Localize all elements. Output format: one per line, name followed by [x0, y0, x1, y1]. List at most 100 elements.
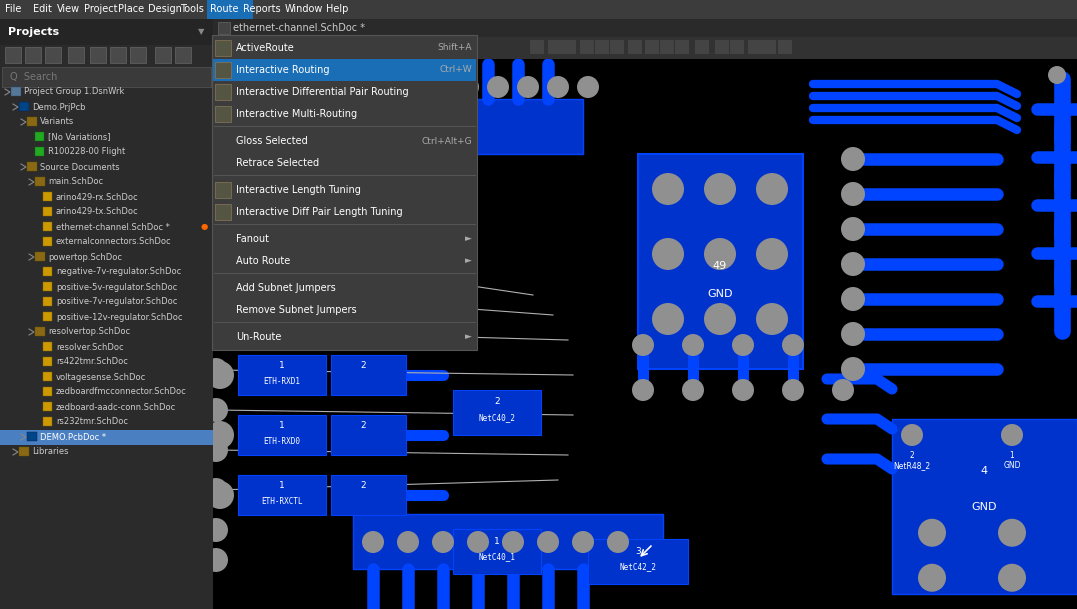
Circle shape: [206, 234, 234, 262]
Circle shape: [841, 252, 865, 276]
Bar: [353, 99, 583, 154]
Text: Window: Window: [285, 4, 323, 14]
Bar: [0, 45, 213, 67]
Bar: [453, 529, 541, 574]
Text: NetC42_2: NetC42_2: [619, 563, 657, 571]
Text: 1: 1: [279, 361, 285, 370]
Bar: [331, 228, 406, 268]
Circle shape: [998, 519, 1026, 547]
Text: resolver.SchDoc: resolver.SchDoc: [56, 342, 124, 351]
Bar: [19, 447, 29, 456]
Circle shape: [841, 217, 865, 241]
Circle shape: [607, 531, 629, 553]
Text: Remove Subnet Jumpers: Remove Subnet Jumpers: [236, 305, 356, 315]
Bar: [90, 47, 106, 63]
Circle shape: [547, 76, 569, 98]
Text: Demo.PrjPcb: Demo.PrjPcb: [32, 102, 85, 111]
Bar: [68, 47, 84, 63]
Bar: [215, 40, 230, 56]
Bar: [610, 40, 624, 54]
Text: NetC40_2: NetC40_2: [478, 414, 516, 423]
Bar: [0, 430, 213, 445]
Text: 2: 2: [494, 398, 500, 406]
Bar: [675, 40, 689, 54]
Circle shape: [204, 318, 228, 342]
Text: DEMO.PcbDoc *: DEMO.PcbDoc *: [40, 432, 107, 442]
Text: 2
NetR48_2: 2 NetR48_2: [894, 451, 931, 470]
Text: Fanout: Fanout: [236, 234, 269, 244]
Circle shape: [204, 438, 228, 462]
Bar: [213, 59, 1077, 609]
Text: NetC40_1: NetC40_1: [478, 552, 516, 561]
Circle shape: [652, 303, 684, 335]
Text: Route: Route: [210, 4, 238, 14]
Circle shape: [487, 76, 509, 98]
Bar: [0, 0, 1077, 19]
Text: rs422tmr.SchDoc: rs422tmr.SchDoc: [56, 357, 128, 367]
Circle shape: [841, 182, 865, 206]
Text: Help: Help: [326, 4, 348, 14]
Bar: [238, 475, 326, 515]
Bar: [43, 372, 52, 381]
Text: ethernet-channel.SchDoc *: ethernet-channel.SchDoc *: [56, 222, 170, 231]
Text: externalconnectors.SchDoc: externalconnectors.SchDoc: [56, 238, 171, 247]
Bar: [19, 102, 29, 111]
Circle shape: [841, 147, 865, 171]
Text: Project Group 1.DsnWrk: Project Group 1.DsnWrk: [24, 88, 124, 96]
Text: ▼: ▼: [198, 27, 205, 37]
Bar: [27, 162, 37, 171]
Bar: [207, 0, 253, 19]
Text: 2: 2: [360, 298, 366, 308]
Circle shape: [998, 564, 1026, 592]
Circle shape: [732, 334, 754, 356]
Circle shape: [204, 548, 228, 572]
Circle shape: [841, 287, 865, 311]
Bar: [562, 40, 576, 54]
Circle shape: [502, 531, 524, 553]
Circle shape: [397, 76, 419, 98]
Text: arino429-rx.SchDoc: arino429-rx.SchDoc: [56, 192, 139, 202]
Circle shape: [1048, 66, 1066, 84]
Bar: [331, 475, 406, 515]
Text: File: File: [5, 4, 22, 14]
Bar: [34, 147, 44, 156]
Circle shape: [204, 278, 228, 302]
Circle shape: [704, 238, 736, 270]
Text: 1: 1: [279, 481, 285, 490]
Bar: [2, 67, 211, 87]
Circle shape: [833, 379, 854, 401]
Bar: [628, 40, 642, 54]
Bar: [43, 267, 52, 276]
Circle shape: [756, 303, 788, 335]
Circle shape: [901, 424, 923, 446]
Circle shape: [841, 357, 865, 381]
Circle shape: [432, 531, 454, 553]
Bar: [212, 35, 477, 350]
Circle shape: [397, 531, 419, 553]
Bar: [130, 47, 146, 63]
Circle shape: [467, 531, 489, 553]
Text: rs232tmr.SchDoc: rs232tmr.SchDoc: [56, 418, 128, 426]
Text: ActiveRoute: ActiveRoute: [236, 43, 295, 53]
Circle shape: [572, 531, 595, 553]
Circle shape: [756, 173, 788, 205]
Text: Place: Place: [118, 4, 144, 14]
Bar: [645, 40, 659, 54]
Text: Design: Design: [148, 4, 182, 14]
Circle shape: [1001, 424, 1023, 446]
Text: View: View: [57, 4, 80, 14]
Bar: [548, 40, 562, 54]
Bar: [43, 387, 52, 396]
Text: Q  Search: Q Search: [10, 72, 57, 82]
Circle shape: [204, 518, 228, 542]
Circle shape: [732, 379, 754, 401]
Circle shape: [704, 303, 736, 335]
Bar: [749, 40, 763, 54]
Bar: [715, 40, 729, 54]
Text: Source Documents: Source Documents: [40, 163, 120, 172]
Text: Edit: Edit: [33, 4, 52, 14]
Bar: [45, 47, 61, 63]
Text: Interactive Differential Pair Routing: Interactive Differential Pair Routing: [236, 87, 408, 97]
Circle shape: [457, 76, 479, 98]
Text: ethernet-channel.SchDoc *: ethernet-channel.SchDoc *: [233, 23, 365, 33]
